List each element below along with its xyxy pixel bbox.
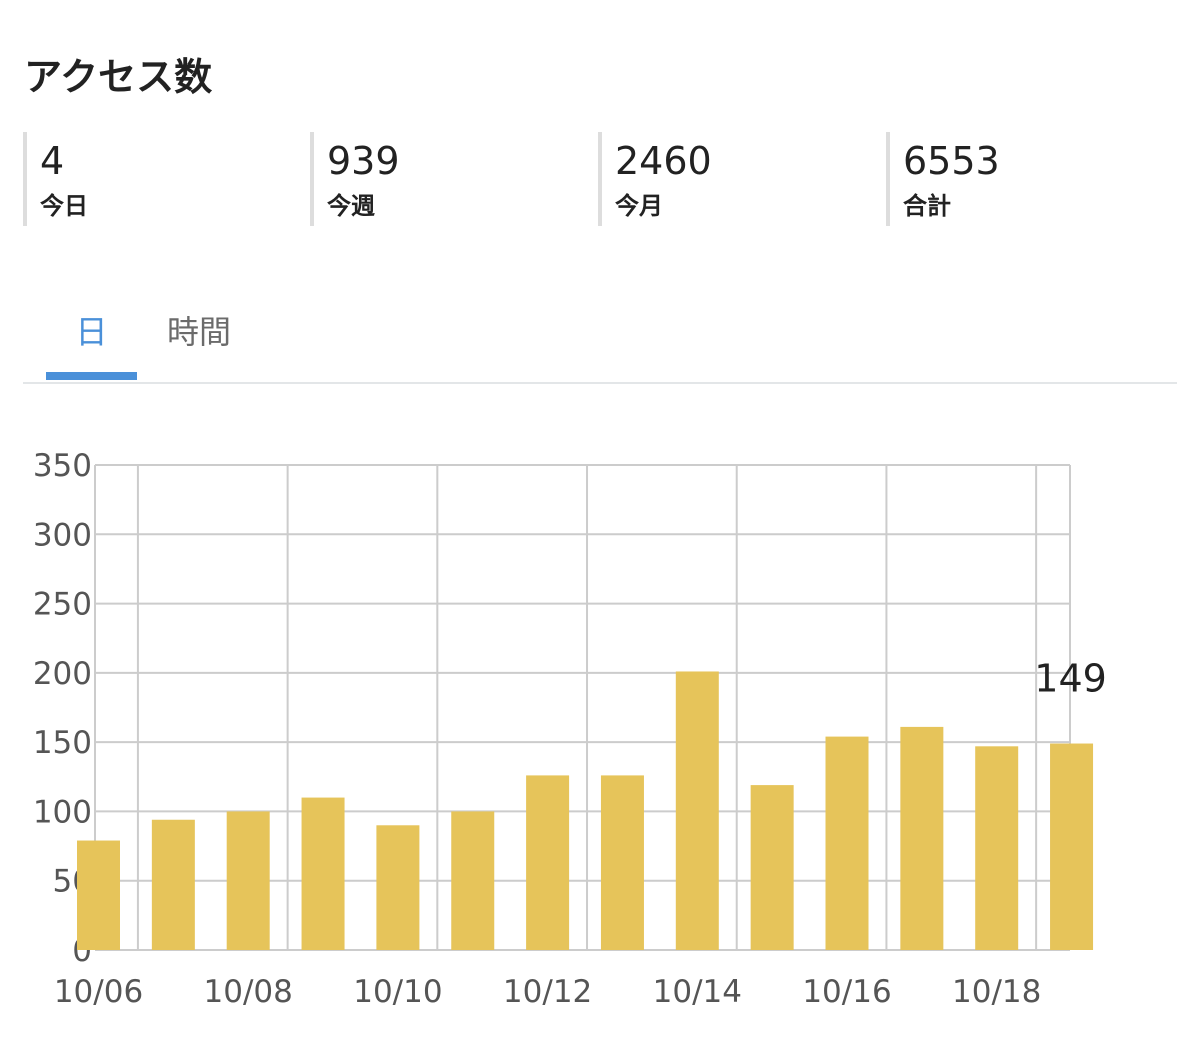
bar-10-19 <box>1050 743 1094 950</box>
stat-this-month: 2460 今月 <box>598 132 886 226</box>
bar-10-11 <box>451 811 495 950</box>
stat-this-week: 939 今週 <box>310 132 598 226</box>
bar-10-16 <box>825 736 869 950</box>
stat-label: 今月 <box>615 192 663 220</box>
y-tick-label: 200 <box>33 656 92 692</box>
y-tick-label: 250 <box>33 587 92 623</box>
stat-label: 今週 <box>327 192 375 220</box>
x-tick-label: 10/18 <box>952 974 1041 1010</box>
stat-value: 939 <box>327 139 400 183</box>
x-tick-label: 10/12 <box>503 974 592 1010</box>
page-title: アクセス数 <box>24 55 213 99</box>
stat-today: 4 今日 <box>23 132 310 226</box>
bar-10-09 <box>301 797 345 950</box>
bar-10-15 <box>750 785 794 950</box>
tab-hour[interactable]: 時間 <box>166 313 231 351</box>
active-tab-indicator <box>46 372 137 380</box>
stat-value: 6553 <box>903 139 1000 183</box>
bar-10-10 <box>376 825 420 950</box>
y-tick-label: 300 <box>33 517 92 553</box>
stat-value: 4 <box>40 139 65 183</box>
bar-10-18 <box>975 746 1019 950</box>
range-tabs: 日 時間 <box>23 300 1177 384</box>
tab-day[interactable]: 日 <box>75 313 108 351</box>
y-tick-label: 350 <box>33 448 92 484</box>
x-tick-label: 10/08 <box>204 974 293 1010</box>
bar-value-label: 149 <box>1034 657 1107 701</box>
stat-value: 2460 <box>615 139 712 183</box>
bar-10-07 <box>151 819 195 950</box>
y-tick-label: 100 <box>33 794 92 830</box>
bar-10-08 <box>226 811 270 950</box>
y-tick-label: 150 <box>33 725 92 761</box>
x-tick-label: 10/06 <box>54 974 143 1010</box>
bar-10-17 <box>900 726 944 950</box>
bar-10-13 <box>600 775 644 950</box>
x-tick-label: 10/10 <box>353 974 442 1010</box>
stat-total: 6553 合計 <box>886 132 1173 226</box>
stat-label: 今日 <box>40 192 88 220</box>
bar-10-12 <box>526 775 570 950</box>
stat-label: 合計 <box>903 192 951 220</box>
x-tick-label: 10/14 <box>653 974 742 1010</box>
x-tick-label: 10/16 <box>802 974 891 1010</box>
bar-10-06 <box>77 840 120 950</box>
bar-10-14 <box>675 671 719 950</box>
stats-row: 4 今日 939 今週 2460 今月 6553 合計 <box>23 132 1173 226</box>
